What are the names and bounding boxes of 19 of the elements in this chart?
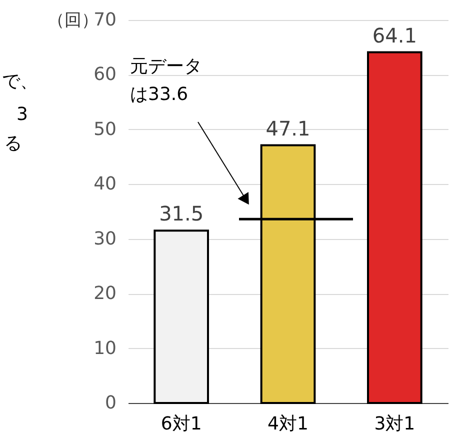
bar — [154, 230, 209, 404]
y-tick-label: 20 — [94, 283, 116, 304]
y-tick-label: 60 — [94, 64, 116, 86]
bar — [367, 51, 422, 404]
ref-line-label: 元データは33.6 — [130, 56, 202, 105]
data-label: 47.1 — [266, 116, 310, 140]
y-tick-label: 30 — [94, 228, 116, 250]
x-tick-label: 3対1 — [374, 414, 416, 434]
x-tick-label: 6対1 — [160, 414, 202, 434]
y-tick-label: 50 — [94, 118, 116, 140]
y-tick-label: 0 — [105, 392, 116, 414]
text: 3 — [16, 104, 28, 125]
data-label: 31.5 — [159, 202, 204, 226]
text: で、 — [2, 71, 38, 92]
text: る — [4, 133, 22, 154]
data-label: 64.1 — [372, 23, 417, 48]
x-tick-label: 4対1 — [268, 414, 308, 434]
y-tick-label: 40 — [94, 174, 116, 195]
y-tick-label: 10 — [94, 338, 116, 359]
